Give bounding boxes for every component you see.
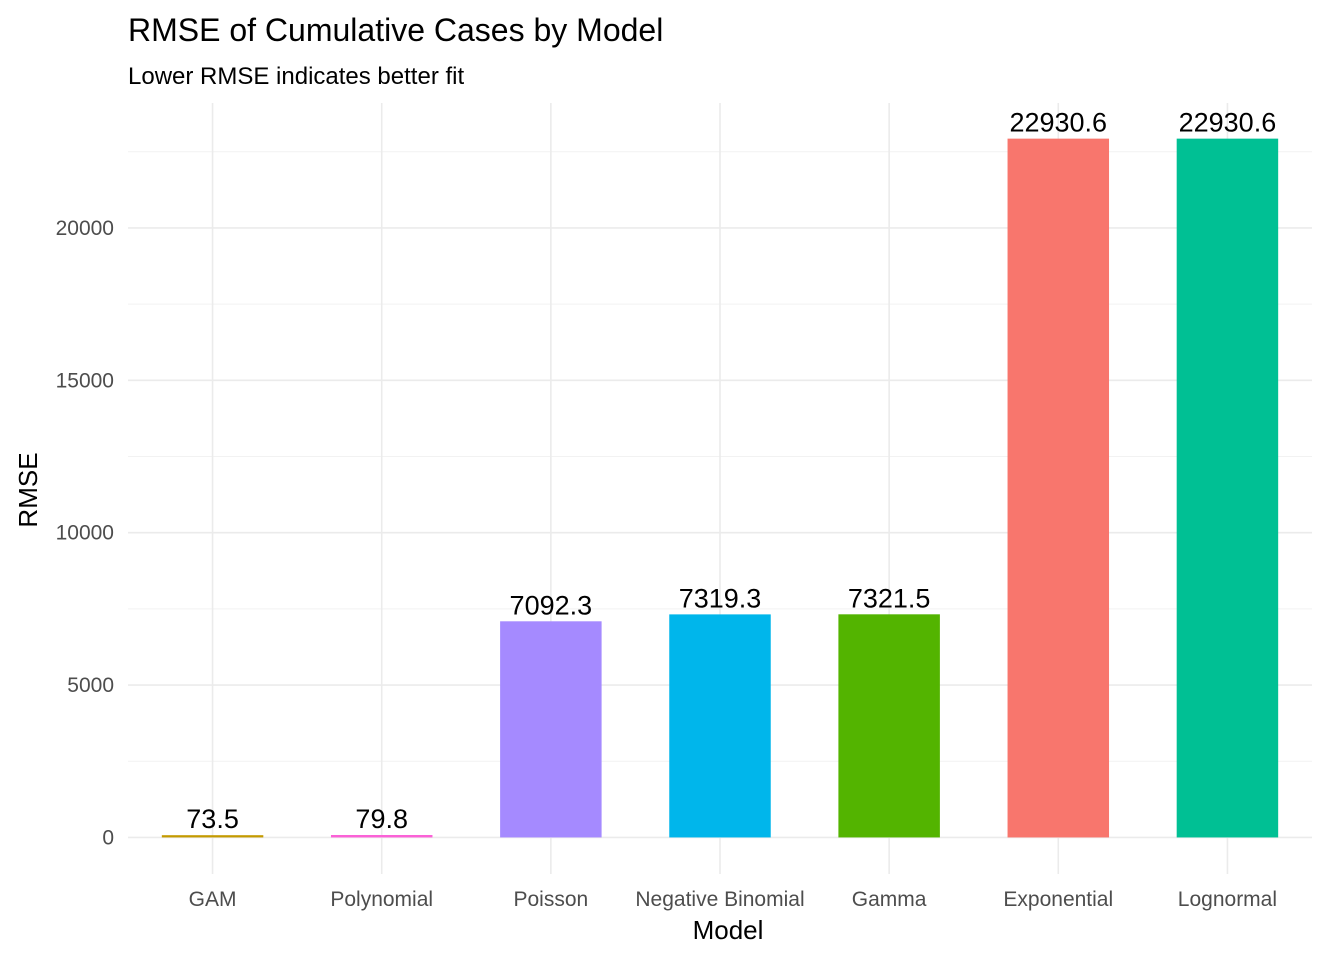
bar-value-label: 7092.3	[510, 590, 593, 620]
x-axis-ticks: GAM Polynomial Poisson Negative Binomial Gam…	[189, 888, 1277, 911]
bar	[669, 614, 771, 838]
y-axis-title: RMSE	[13, 452, 43, 527]
bar	[161, 835, 264, 838]
bar	[500, 621, 602, 838]
y-tick-label: 5000	[67, 674, 114, 697]
bar-value-label: 7321.5	[848, 583, 931, 613]
chart-subtitle: Lower RMSE indicates better fit	[128, 63, 464, 90]
bar-value-label: 22930.6	[1179, 108, 1277, 138]
bar-value-label: 7319.3	[679, 583, 762, 613]
bar-value-label: 73.5	[186, 804, 239, 834]
bar-value-label: 22930.6	[1009, 108, 1107, 138]
x-tick-label: Polynomial	[330, 888, 433, 911]
bar-value-label: 79.8	[355, 804, 408, 834]
bar	[1007, 138, 1110, 838]
y-tick-label: 0	[102, 826, 114, 849]
y-tick-label: 20000	[56, 217, 114, 240]
x-axis-title: Model	[693, 915, 764, 945]
x-tick-label: Lognormal	[1178, 888, 1277, 911]
y-tick-label: 10000	[56, 522, 114, 545]
bar	[1176, 138, 1279, 838]
x-tick-label: Exponential	[1003, 888, 1113, 911]
x-tick-label: Gamma	[852, 888, 927, 911]
x-tick-label: Poisson	[513, 888, 588, 911]
bar	[330, 834, 433, 838]
bars	[161, 138, 1279, 838]
y-tick-label: 15000	[56, 369, 114, 392]
bar	[838, 614, 940, 838]
x-tick-label: Negative Binomial	[635, 888, 804, 911]
y-axis-ticks: 0 5000 10000 15000 20000	[56, 217, 114, 849]
chart-title: RMSE of Cumulative Cases by Model	[128, 12, 663, 48]
x-tick-label: GAM	[189, 888, 237, 911]
data-labels: 73.5 79.8 7092.3 7319.3 7321.5 22930.6 22930.6	[186, 108, 1276, 835]
